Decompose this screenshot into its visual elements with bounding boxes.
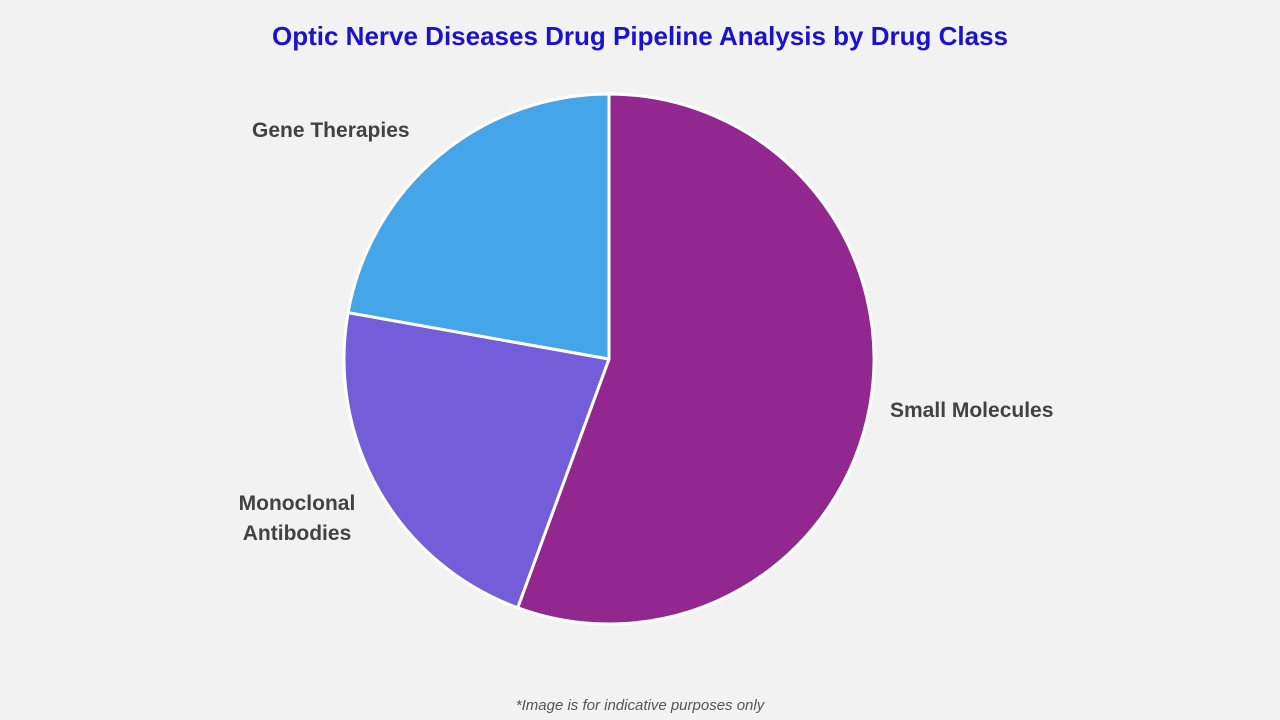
chart-title: Optic Nerve Diseases Drug Pipeline Analy… <box>272 21 1008 51</box>
slice-label-monoclonal-antibodies: Monoclonal Antibodies <box>238 492 356 545</box>
slice-label-small-molecules: Small Molecules <box>890 399 1054 422</box>
disclaimer-note: *Image is for indicative purposes only <box>515 697 765 714</box>
pie-slice-monoclonal-antibodies <box>342 311 611 610</box>
slice-label-gene-therapies: Gene Therapies <box>252 119 410 142</box>
pie-slice-gene-therapies <box>346 92 611 361</box>
pie-slices-group <box>342 92 876 626</box>
pie-slice-small-molecules <box>516 92 876 626</box>
